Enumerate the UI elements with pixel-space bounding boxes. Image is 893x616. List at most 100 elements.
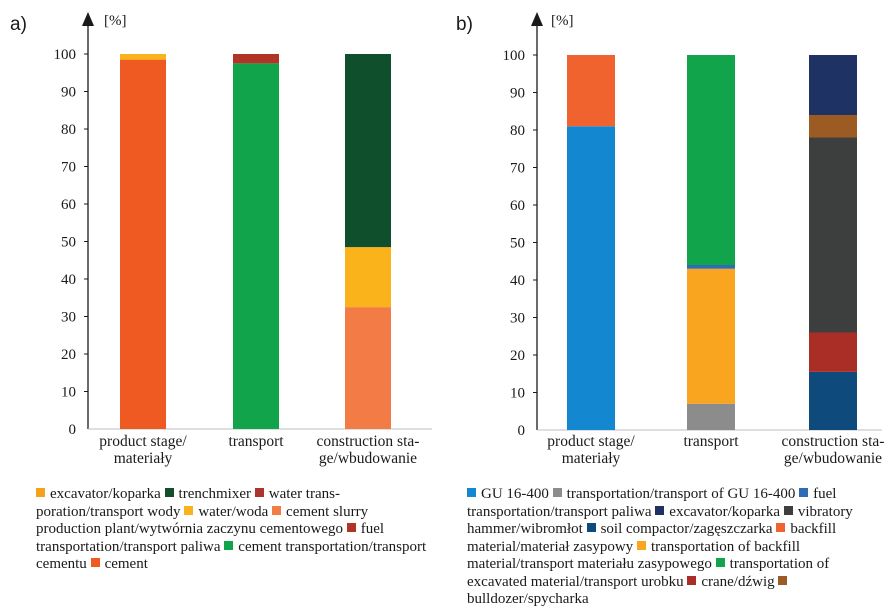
legend-item: bulldozer/spycharka bbox=[467, 574, 792, 607]
legend-item: transportation of excavated material/tra… bbox=[467, 556, 829, 590]
y-tick-label: 70 bbox=[61, 160, 76, 176]
legend-item: cement transportation/transport cementu bbox=[36, 539, 426, 573]
panel-label: a) bbox=[10, 14, 27, 35]
y-tick-label: 0 bbox=[518, 423, 526, 439]
legend-label: excavator/koparka bbox=[50, 486, 161, 502]
legend-panel-b: GU 16-400 transportation/transport of GU… bbox=[467, 486, 890, 609]
y-tick-label: 0 bbox=[69, 422, 77, 438]
bar-segment bbox=[687, 268, 735, 404]
legend-swatch bbox=[90, 558, 100, 567]
legend-swatch bbox=[799, 488, 809, 497]
legend-swatch bbox=[552, 488, 562, 497]
y-tick-label: 50 bbox=[61, 235, 76, 251]
y-axis-unit-label: [%] bbox=[104, 13, 127, 29]
y-tick-label: 20 bbox=[510, 348, 525, 364]
legend-item: water trans­poration/transport wody bbox=[36, 486, 340, 520]
y-tick-label: 90 bbox=[61, 85, 76, 101]
legend-swatch bbox=[776, 523, 786, 532]
x-category-label: construction sta- bbox=[317, 433, 420, 450]
bar-segment bbox=[345, 247, 391, 308]
legend-swatch bbox=[272, 505, 282, 515]
legend-label: excavator/koparka bbox=[669, 503, 781, 520]
legend-swatch bbox=[636, 540, 646, 550]
y-tick-label: 40 bbox=[510, 273, 525, 289]
x-category-label: construction sta- bbox=[782, 433, 885, 450]
x-category-label: product stage/ bbox=[99, 433, 187, 450]
bar-segment bbox=[567, 126, 615, 430]
bar-segment bbox=[809, 137, 857, 333]
bar-segment bbox=[809, 332, 857, 372]
bar-segment bbox=[345, 54, 391, 248]
legend-item: excavator/koparka bbox=[36, 486, 161, 502]
legend-item: transporta­tion of backfill material/tra… bbox=[467, 539, 800, 573]
legend-label: water/woda bbox=[198, 503, 269, 520]
x-category-label: materiały bbox=[114, 450, 173, 467]
legend-label: cement transportation/transport cementu bbox=[36, 538, 427, 573]
y-tick-label: 30 bbox=[510, 311, 525, 327]
y-tick-label: 80 bbox=[61, 122, 76, 138]
y-tick-label: 10 bbox=[61, 385, 76, 401]
legend-label: backfill material/materiał zasypowy bbox=[467, 521, 837, 555]
y-tick-label: 60 bbox=[61, 197, 76, 213]
legend-label: transporta­tion of backfill material/tra… bbox=[467, 538, 801, 573]
x-category-label: product stage/ bbox=[547, 433, 635, 450]
y-tick-label: 60 bbox=[510, 198, 525, 214]
legend-item: vibratory hammer/wibromłot bbox=[467, 504, 853, 538]
y-tick-label: 50 bbox=[510, 236, 525, 252]
bar-segment bbox=[567, 55, 615, 127]
bar-segment bbox=[233, 63, 279, 429]
bar-segment bbox=[120, 54, 166, 60]
y-tick-label: 40 bbox=[61, 272, 76, 288]
legend-item: GU 16-400 bbox=[467, 486, 549, 502]
bar-segment bbox=[809, 371, 857, 430]
legend-label: GU 16-400 bbox=[481, 486, 549, 502]
legend-swatch bbox=[36, 488, 45, 497]
legend-label: cement bbox=[104, 556, 148, 572]
legend-swatch bbox=[224, 540, 234, 550]
legend-item: transportation/transport of GU 16-400 bbox=[552, 486, 796, 502]
legend-item: trenchmixer bbox=[164, 486, 251, 502]
legend-swatch bbox=[783, 505, 793, 515]
y-tick-label: 20 bbox=[61, 347, 76, 363]
y-tick-label: 100 bbox=[503, 48, 526, 64]
bar-segment bbox=[687, 55, 735, 265]
bar-segment bbox=[120, 59, 166, 429]
legend-label: trenchmixer bbox=[178, 486, 251, 502]
legend-label: transportation/transport of GU 16-400 bbox=[566, 486, 796, 502]
legend-item: fuel transportation/transport paliwa bbox=[36, 521, 384, 555]
x-category-label: transport bbox=[228, 433, 284, 450]
x-category-label: transport bbox=[683, 433, 739, 450]
y-axis-arrow bbox=[82, 12, 94, 26]
x-category-label: materiały bbox=[562, 450, 621, 467]
legend-item: backfill material/materiał zasypowy bbox=[467, 521, 836, 555]
legend-label: soil compactor/zagęsz­czarka bbox=[600, 521, 773, 537]
legend-label: water trans­poration/transport wody bbox=[36, 486, 340, 520]
legend-label: fuel transportation/transport paliwa bbox=[36, 521, 385, 555]
y-tick-label: 30 bbox=[61, 310, 76, 326]
bar-segment bbox=[809, 115, 857, 138]
legend-label: transportation of excavated material/tra… bbox=[467, 556, 830, 590]
legend-panel-a: excavator/koparka trenchmixer water tran… bbox=[36, 486, 436, 574]
legend-swatch bbox=[778, 575, 788, 585]
bar-segment bbox=[345, 307, 391, 429]
x-category-label: ge/wbudowanie bbox=[319, 450, 417, 467]
legend-label: bulldozer/spycharka bbox=[467, 591, 589, 607]
panel-label: b) bbox=[456, 14, 473, 35]
legend-label: crane/dźwig bbox=[701, 573, 775, 590]
legend-swatch bbox=[687, 575, 697, 585]
legend-item: cement bbox=[90, 556, 148, 572]
legend-item: excavator/koparka bbox=[655, 504, 780, 520]
bar-segment bbox=[809, 55, 857, 115]
y-axis-arrow bbox=[531, 12, 543, 26]
bar-segment bbox=[687, 403, 735, 430]
bar-segment bbox=[233, 54, 279, 64]
legend-swatch bbox=[467, 488, 476, 497]
legend-item: cement slurry production plant/wytwórnia… bbox=[36, 504, 368, 538]
legend-swatch bbox=[164, 488, 174, 497]
y-tick-label: 90 bbox=[510, 86, 525, 102]
legend-item: water/woda bbox=[184, 504, 268, 520]
legend-item: soil compactor/zagęsz­czarka bbox=[586, 521, 773, 537]
legend-swatch bbox=[254, 488, 264, 497]
legend-swatch bbox=[715, 558, 725, 567]
